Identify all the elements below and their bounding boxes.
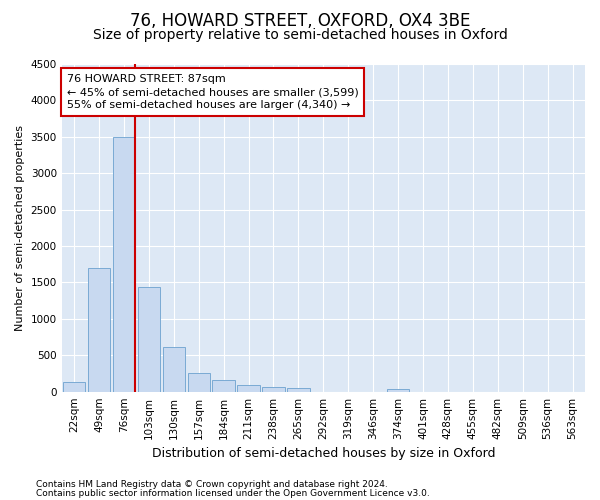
Bar — [163, 346, 185, 392]
Bar — [188, 372, 210, 392]
Bar — [88, 268, 110, 392]
Text: Contains HM Land Registry data © Crown copyright and database right 2024.: Contains HM Land Registry data © Crown c… — [36, 480, 388, 489]
Bar — [287, 388, 310, 392]
Y-axis label: Number of semi-detached properties: Number of semi-detached properties — [15, 125, 25, 331]
Bar — [238, 386, 260, 392]
Bar — [137, 287, 160, 392]
Bar — [63, 382, 85, 392]
X-axis label: Distribution of semi-detached houses by size in Oxford: Distribution of semi-detached houses by … — [152, 447, 495, 460]
Text: 76 HOWARD STREET: 87sqm
← 45% of semi-detached houses are smaller (3,599)
55% of: 76 HOWARD STREET: 87sqm ← 45% of semi-de… — [67, 74, 359, 110]
Text: Contains public sector information licensed under the Open Government Licence v3: Contains public sector information licen… — [36, 488, 430, 498]
Bar — [113, 137, 135, 392]
Text: 76, HOWARD STREET, OXFORD, OX4 3BE: 76, HOWARD STREET, OXFORD, OX4 3BE — [130, 12, 470, 30]
Bar — [212, 380, 235, 392]
Bar — [387, 389, 409, 392]
Bar — [262, 387, 285, 392]
Text: Size of property relative to semi-detached houses in Oxford: Size of property relative to semi-detach… — [92, 28, 508, 42]
